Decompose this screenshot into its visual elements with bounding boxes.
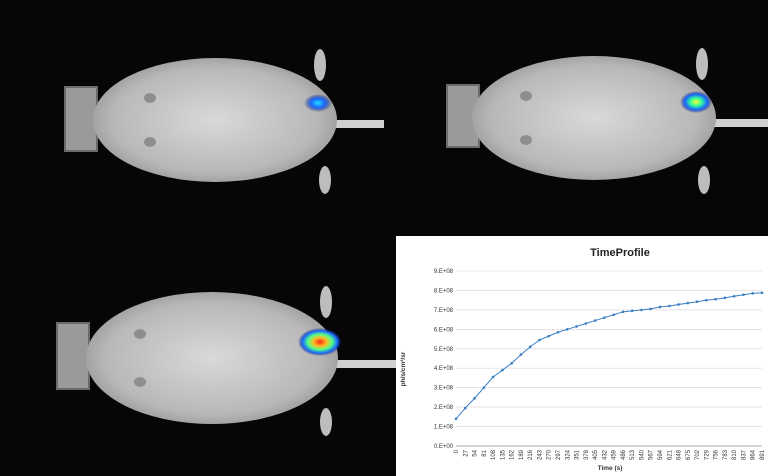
x-tick-label: 756 [714,449,720,460]
data-point [732,294,736,298]
data-point [575,325,578,328]
x-tick-label: 864 [751,449,757,460]
series-line [455,292,763,420]
data-point [603,316,606,319]
data-point [751,292,755,295]
x-tick-label: 459 [612,449,618,460]
x-tick-label: 81 [482,449,488,456]
data-point [630,309,634,313]
x-tick-label: 405 [593,449,599,460]
x-tick-label: 648 [677,449,683,460]
data-point [584,322,588,325]
data-point [723,296,727,300]
y-tick-label: 5.E+08 [434,347,454,353]
x-tick-label: 567 [649,449,655,460]
chart-title: TimeProfile [590,247,650,259]
data-point [482,386,486,389]
x-tick-label: 729 [704,449,710,460]
x-tick-label: 324 [565,449,571,460]
x-tick-label: 432 [602,449,608,460]
y-tick-label: 2.E+08 [434,405,454,411]
y-tick-label: 7.E+08 [434,308,454,314]
y-tick-label: 4.E+08 [434,366,454,372]
x-tick-label: 54 [473,449,479,456]
y-tick-label: 3.E+08 [434,386,454,392]
data-point [510,362,513,365]
x-tick-label: 270 [547,449,553,460]
mouse-image-1 [0,0,384,236]
y-tick-label: 9.E+08 [434,269,454,275]
y-tick-label: 1.E+08 [434,425,454,431]
data-point [612,313,615,317]
data-point [649,307,653,311]
x-tick-label: 378 [584,449,590,460]
data-point [714,297,717,301]
x-axis-ticks: 0 27 54 81 108 135 162 189 216 243 270 297 324 351 378… [454,449,766,460]
x-tick-label: 675 [686,449,692,460]
data-point [593,319,597,322]
data-point [473,397,476,400]
x-tick-label: 0 [454,449,460,453]
x-tick-label: 837 [741,449,747,460]
data-point [501,368,504,372]
y-tick-label: 0.E+00 [434,444,454,450]
x-tick-label: 891 [760,449,766,460]
data-point [658,305,662,309]
mouse-image-3 [0,236,396,476]
time-profile-chart: TimeProfile 0.E+00 1.E+08 2.E+08 3.E+08 4.E+… [396,236,768,476]
data-point [528,345,532,349]
mouse-image-2 [384,0,768,236]
x-tick-label: 783 [723,449,729,460]
y-axis-ticks: 0.E+00 1.E+08 2.E+08 3.E+08 4.E+08 5.E+08 6.E+… [434,269,454,450]
data-point [742,293,745,297]
x-tick-label: 216 [528,449,534,460]
x-tick-label: 27 [463,449,469,456]
data-point [677,303,680,306]
data-point [686,301,690,305]
data-point [695,300,699,304]
data-point [640,308,643,312]
x-tick-label: 243 [537,449,543,460]
data-point [454,417,458,421]
x-tick-label: 189 [519,449,525,460]
x-tick-label: 594 [658,449,664,460]
x-tick-label: 162 [510,449,516,460]
data-point [519,353,523,356]
data-point [667,304,671,308]
y-axis-label: ph/s/cm²/sr [400,351,407,386]
data-point [463,406,467,410]
y-tick-label: 8.E+08 [434,288,454,294]
data-point [705,298,708,302]
data-point [760,291,764,295]
data-point [547,334,551,338]
data-point [556,330,560,334]
data-point [621,310,625,314]
data-point [491,375,495,379]
x-tick-label: 513 [630,449,636,460]
x-tick-label: 135 [500,449,506,460]
data-point [565,328,569,331]
x-axis-label: Time (s) [598,465,623,472]
series-points [454,291,764,421]
x-tick-label: 297 [556,449,562,460]
x-tick-label: 108 [491,449,497,460]
y-tick-label: 6.E+08 [434,327,454,333]
x-tick-label: 351 [575,449,581,460]
x-tick-label: 540 [639,449,645,460]
chart-grid [456,270,762,447]
x-tick-label: 486 [621,449,627,460]
x-tick-label: 702 [695,449,701,460]
x-tick-label: 621 [667,449,673,460]
data-point [538,338,541,342]
x-tick-label: 810 [732,449,738,460]
